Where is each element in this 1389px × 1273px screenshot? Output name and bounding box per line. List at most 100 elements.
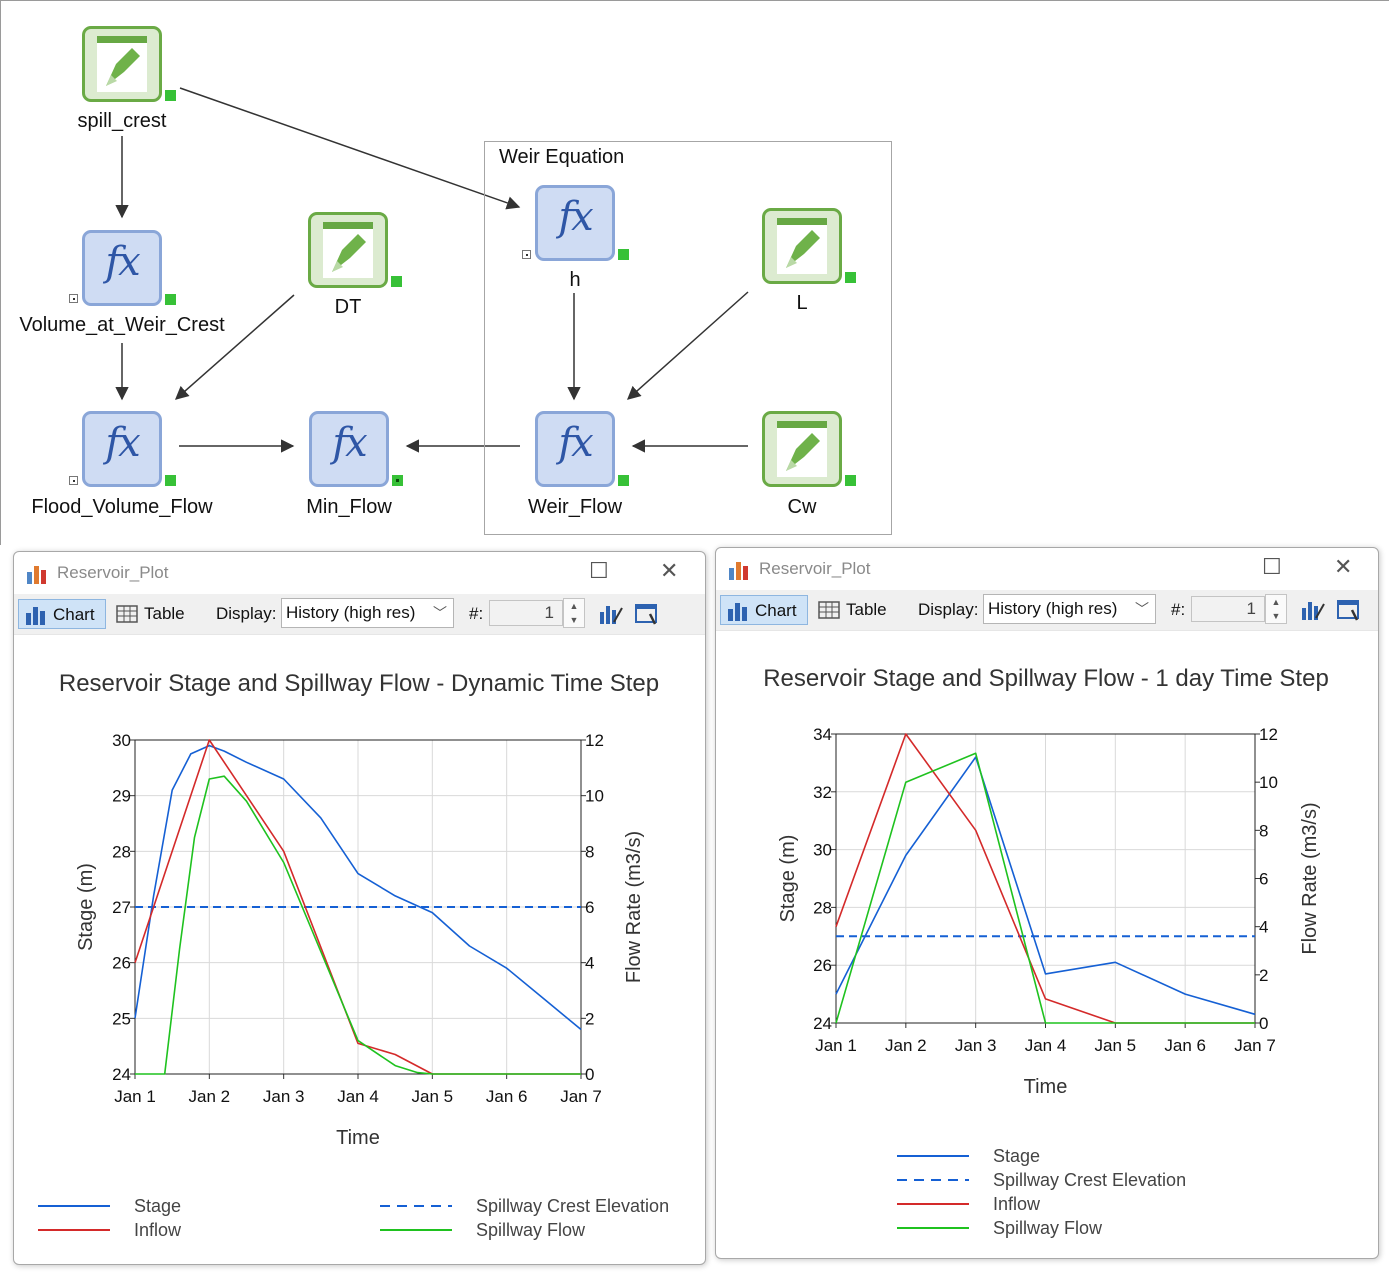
weir-equation-container[interactable]: Weir Equation <box>484 141 892 535</box>
fx-icon: fx <box>332 420 367 466</box>
chart-properties-icon[interactable] <box>1336 598 1362 622</box>
display-select-value: History (high res) <box>988 599 1118 618</box>
table-view-button[interactable]: Table <box>110 599 194 629</box>
y-tick-label: 32 <box>813 783 832 802</box>
series-line-spillway-flow <box>135 775 581 1075</box>
realization-label: #: <box>1171 600 1186 619</box>
chart-view-button[interactable]: Chart <box>720 595 808 625</box>
x-axis-label: Time <box>1024 1076 1068 1098</box>
window-titlebar[interactable]: Reservoir_Plot ☐ ✕ <box>716 548 1378 588</box>
chart-view-button[interactable]: Chart <box>18 599 106 629</box>
y-tick-label: 26 <box>112 954 131 973</box>
node-label: DT <box>334 296 362 318</box>
table-view-label: Table <box>144 604 185 623</box>
legend-label: Inflow <box>993 1194 1041 1214</box>
pencil-data-icon <box>777 218 827 274</box>
y-tick-label: 26 <box>813 956 832 975</box>
close-icon[interactable]: ✕ <box>660 558 679 583</box>
output-port[interactable] <box>165 475 176 486</box>
realization-label: #: <box>469 604 484 623</box>
display-select[interactable]: History (high res) ﹀ <box>281 598 454 628</box>
x-tick-label: Jan 5 <box>1095 1036 1137 1055</box>
x-tick-label: Jan 7 <box>560 1087 602 1106</box>
expand-toggle[interactable] <box>522 250 531 259</box>
h-node[interactable]: fx <box>535 185 615 261</box>
link-arrows <box>115 87 749 453</box>
realization-input[interactable]: 1 <box>489 600 563 626</box>
x-tick-label: Jan 2 <box>189 1087 231 1106</box>
node-label: Min_Flow <box>306 496 392 518</box>
output-port[interactable] <box>392 475 403 486</box>
bar-chart-icon <box>26 607 45 625</box>
reservoir-plot-window-1day[interactable]: Reservoir_Plot ☐ ✕ Chart Table Display: … <box>715 547 1379 1259</box>
x-tick-label: Jan 3 <box>263 1087 305 1106</box>
y2-axis-label: Flow Rate (m3/s) <box>623 831 645 983</box>
output-port[interactable] <box>845 475 856 486</box>
flood-volume-flow-node[interactable]: fx <box>82 411 162 487</box>
x-tick-label: Jan 6 <box>1164 1036 1206 1055</box>
legend-label: Inflow <box>134 1220 182 1240</box>
chart-properties-icon[interactable] <box>634 602 660 626</box>
dt-node[interactable] <box>308 212 388 288</box>
table-view-button[interactable]: Table <box>812 595 896 625</box>
output-port[interactable] <box>165 90 176 101</box>
chart-area: Reservoir Stage and Spillway Flow - Dyna… <box>14 634 705 1264</box>
maximize-icon[interactable]: ☐ <box>589 558 609 583</box>
expand-toggle[interactable] <box>69 294 78 303</box>
display-select[interactable]: History (high res) ﹀ <box>983 594 1156 624</box>
series-line-stage <box>835 756 1256 1016</box>
window-titlebar[interactable]: Reservoir_Plot ☐ ✕ <box>14 552 705 592</box>
y2-tick-label: 10 <box>585 787 604 806</box>
output-port[interactable] <box>618 475 629 486</box>
chevron-down-icon: ﹀ <box>433 605 447 621</box>
display-label: Display: <box>918 600 979 619</box>
y2-tick-label: 6 <box>1259 870 1268 889</box>
spill-crest-node[interactable] <box>82 26 162 102</box>
chart-view-label: Chart <box>53 605 95 624</box>
y-axis-label: Stage (m) <box>777 835 799 923</box>
weir-flow-node[interactable]: fx <box>535 411 615 487</box>
link-dt-to-flood <box>174 294 295 400</box>
plot-toolbar: Chart Table Display: History (high res) … <box>716 590 1378 631</box>
x-tick-label: Jan 6 <box>486 1087 528 1106</box>
y2-tick-label: 2 <box>1259 966 1268 985</box>
chart-style-icon[interactable] <box>1300 598 1326 622</box>
y-tick-label: 25 <box>112 1009 131 1028</box>
node-label: h <box>569 269 581 291</box>
output-port[interactable] <box>165 294 176 305</box>
y-tick-label: 29 <box>112 787 131 806</box>
reservoir-plot-window-dynamic[interactable]: Reservoir_Plot ☐ ✕ Chart Table Display: … <box>13 551 706 1265</box>
model-canvas[interactable]: Weir Equation spill_crest fx Volume_at_W… <box>0 0 1389 545</box>
y-axis-label: Stage (m) <box>75 863 97 951</box>
output-port[interactable] <box>845 272 856 283</box>
node-label: Weir_Flow <box>527 496 623 518</box>
min-flow-node[interactable]: fx <box>309 411 389 487</box>
l-node[interactable] <box>762 208 842 284</box>
cw-node[interactable] <box>762 411 842 487</box>
pencil-data-icon <box>97 36 147 92</box>
legend-label: Spillway Crest Elevation <box>993 1170 1186 1190</box>
maximize-icon[interactable]: ☐ <box>1262 554 1282 579</box>
fx-icon: fx <box>558 420 593 466</box>
chart-style-icon[interactable] <box>598 602 624 626</box>
fx-icon: fx <box>105 420 140 466</box>
close-icon[interactable]: ✕ <box>1334 554 1353 579</box>
output-port[interactable] <box>391 276 402 287</box>
legend-label: Spillway Flow <box>476 1220 586 1240</box>
expand-toggle[interactable] <box>69 476 78 485</box>
realization-input[interactable]: 1 <box>1191 596 1265 622</box>
x-tick-label: Jan 4 <box>337 1087 379 1106</box>
realization-stepper[interactable]: ▲ ▼ <box>563 598 585 628</box>
bar-chart-icon <box>728 603 747 621</box>
x-tick-label: Jan 5 <box>412 1087 454 1106</box>
node-label: Flood_Volume_Flow <box>31 496 213 518</box>
series-line-spillway-flow <box>835 752 1255 1024</box>
volume-at-weir-crest-node[interactable]: fx <box>82 230 162 306</box>
legend-label: Stage <box>993 1146 1040 1166</box>
realization-stepper[interactable]: ▲ ▼ <box>1265 594 1287 624</box>
display-label: Display: <box>216 604 277 623</box>
x-tick-label: Jan 1 <box>815 1036 857 1055</box>
table-view-label: Table <box>846 600 887 619</box>
output-port[interactable] <box>618 249 629 260</box>
chart-view-label: Chart <box>755 601 797 620</box>
